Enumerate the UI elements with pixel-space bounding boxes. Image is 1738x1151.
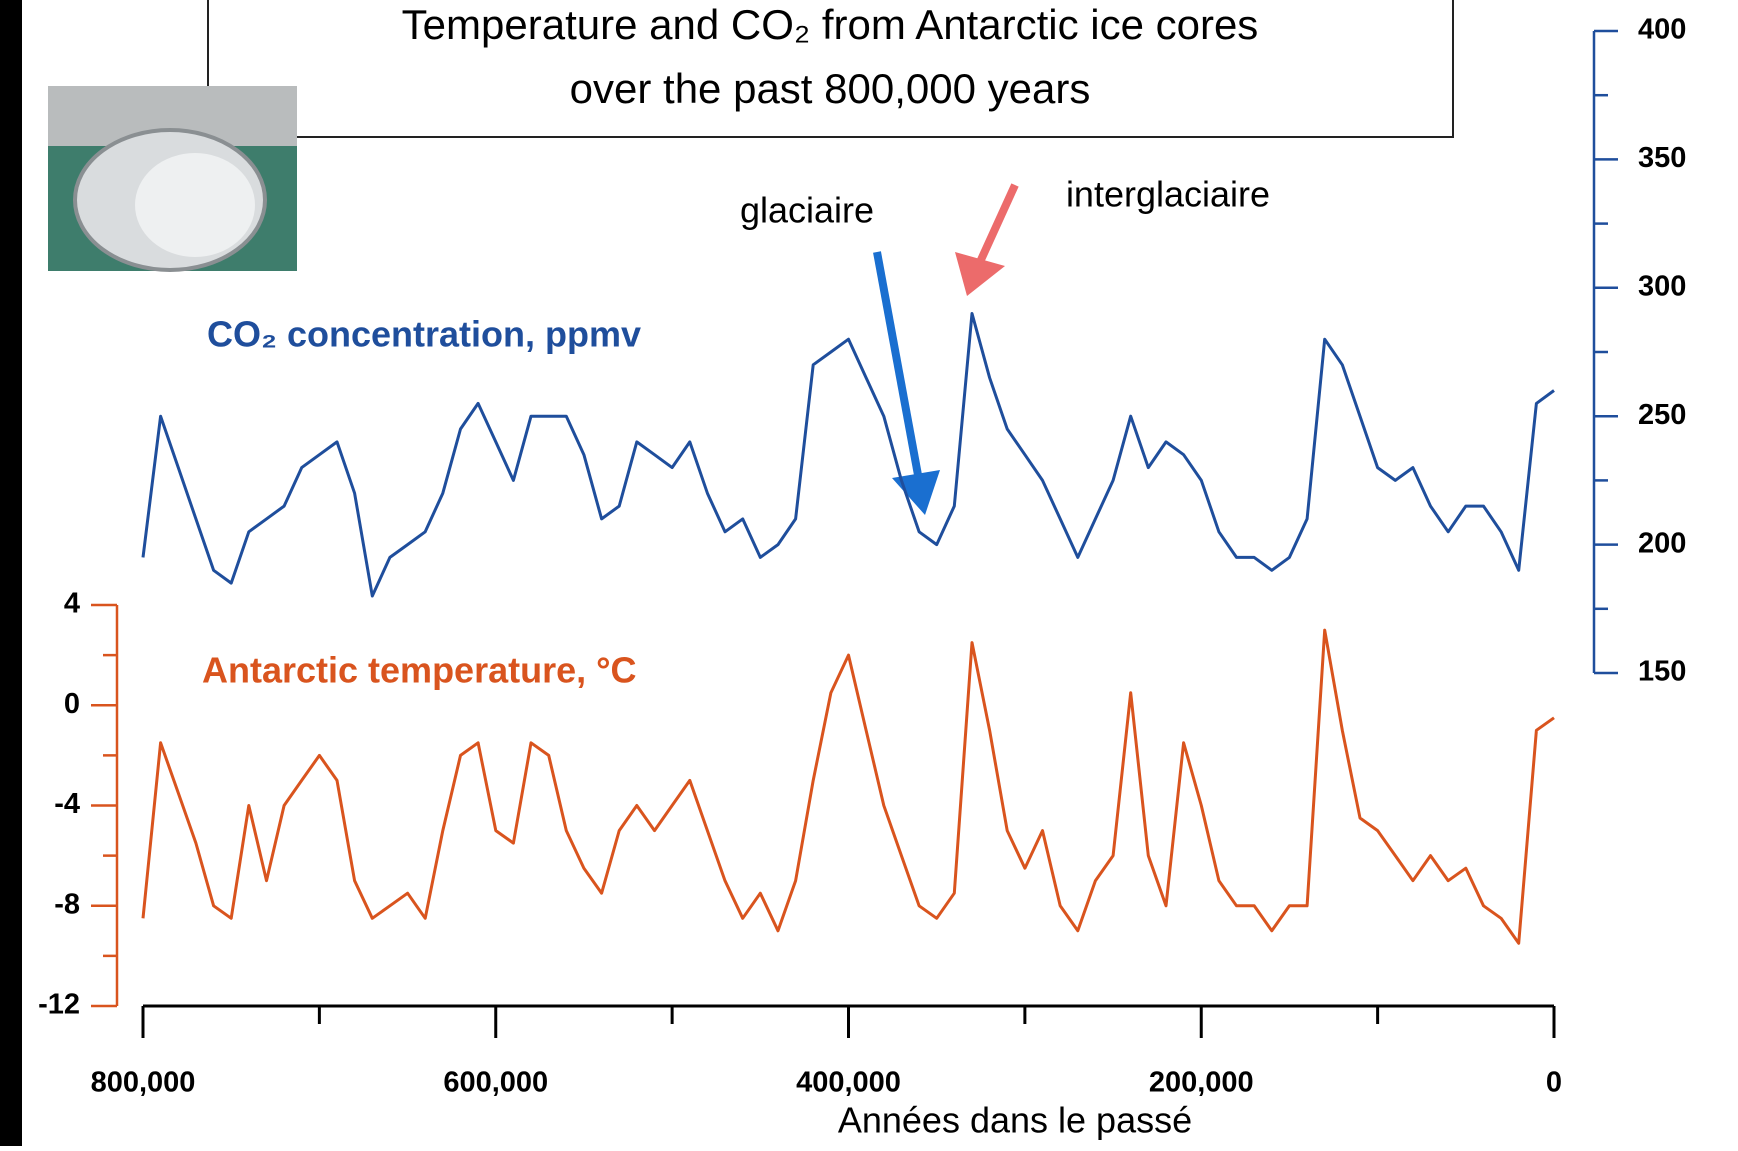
series-line bbox=[143, 314, 1554, 597]
annotation: glaciaire bbox=[740, 190, 874, 231]
screen-edge bbox=[0, 0, 22, 1146]
page: {"chart_data":{"type":"line", "title":["… bbox=[0, 0, 1738, 1146]
arrow-glacial bbox=[877, 252, 940, 515]
photo bbox=[48, 86, 297, 271]
y2-tick-label: 300 bbox=[1638, 270, 1686, 302]
y2-tick-label: 150 bbox=[1638, 656, 1686, 688]
y2-tick-label: 350 bbox=[1638, 142, 1686, 174]
series-label: CO₂ concentration, ppmv bbox=[207, 314, 641, 355]
x-tick-label: 0 bbox=[1546, 1067, 1562, 1099]
y-tick-label: 4 bbox=[64, 588, 80, 620]
y2-tick-label: 250 bbox=[1638, 399, 1686, 431]
chart-title: over the past 800,000 years bbox=[570, 65, 1091, 112]
x-tick-label: 600,000 bbox=[443, 1067, 548, 1099]
y2-tick-label: 200 bbox=[1638, 527, 1686, 559]
chart-title: Temperature and CO₂ from Antarctic ice c… bbox=[402, 1, 1259, 48]
y-tick-label: -12 bbox=[38, 989, 80, 1021]
arrow-interglacial bbox=[955, 185, 1015, 296]
x-axis-title: Années dans le passé bbox=[838, 1100, 1192, 1141]
series-label: Antarctic temperature, °C bbox=[202, 650, 637, 691]
x-tick-label: 200,000 bbox=[1149, 1067, 1254, 1099]
chart: Temperature and CO₂ from Antarctic ice c… bbox=[0, 0, 1738, 1146]
y-tick-label: 0 bbox=[64, 688, 80, 720]
y-tick-label: -4 bbox=[54, 788, 80, 820]
x-tick-label: 400,000 bbox=[796, 1067, 901, 1099]
x-tick-label: 800,000 bbox=[91, 1067, 196, 1099]
y2-tick-label: 400 bbox=[1638, 14, 1686, 46]
annotation: interglaciaire bbox=[1066, 174, 1270, 215]
y-tick-label: -8 bbox=[54, 888, 80, 920]
